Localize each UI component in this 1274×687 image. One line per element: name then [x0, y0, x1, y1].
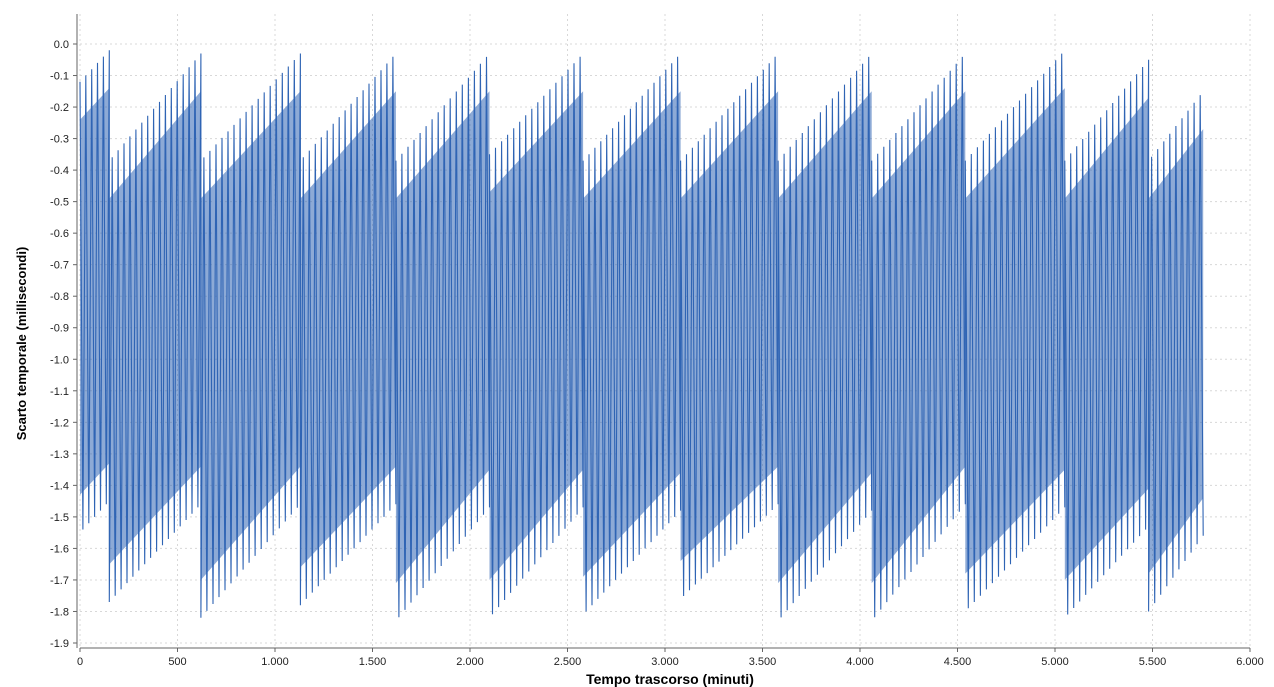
x-tick-label: 4.000 [846, 656, 874, 668]
x-tick-label: 1.500 [359, 656, 387, 668]
y-tick-label: -1.4 [50, 480, 69, 492]
y-tick-label: -1.6 [50, 543, 69, 555]
y-tick-label: -1.3 [50, 449, 69, 461]
y-tick-label: -0.4 [50, 165, 69, 177]
y-tick-label: -1.2 [50, 417, 69, 429]
series-band [1148, 129, 1204, 574]
y-ticks: 0.0 -0.1 -0.2 -0.3 -0.4 -0.5 -0.6 -0.7 -0.8 -0.9 -… [50, 39, 77, 650]
series-line [79, 50, 1204, 618]
x-tick-label: 6.000 [1236, 656, 1264, 668]
y-tick-label: -1.0 [50, 354, 69, 366]
x-ticks: 0 500 1.000 1.500 2.000 2.500 3.000 3.500 4.000 4… [77, 648, 1264, 668]
series-band [80, 88, 110, 495]
x-tick-label: 2.500 [554, 656, 582, 668]
y-tick-label: -0.6 [50, 228, 69, 240]
x-tick-label: 500 [168, 656, 186, 668]
y-tick-label: -0.8 [50, 291, 69, 303]
y-tick-label: -1.5 [50, 512, 69, 524]
y-axis-title: Scarto temporale (millisecondi) [14, 247, 29, 441]
y-tick-label: -1.7 [50, 575, 69, 587]
x-tick-label: 4.500 [944, 656, 972, 668]
y-tick-label: -0.1 [50, 71, 69, 83]
x-tick-label: 5.000 [1041, 656, 1069, 668]
y-tick-label: -1.1 [50, 386, 69, 398]
y-tick-label: -0.7 [50, 260, 69, 272]
x-tick-label: 3.000 [651, 656, 679, 668]
y-tick-label: -1.8 [50, 606, 69, 618]
x-tick-label: 1.000 [261, 656, 289, 668]
x-axis-title: Tempo trascorso (minuti) [586, 671, 754, 687]
y-tick-label: -0.9 [50, 323, 69, 335]
x-tick-label: 3.500 [749, 656, 777, 668]
y-tick-label: -1.9 [50, 638, 69, 650]
y-tick-label: 0.0 [54, 39, 69, 51]
y-tick-label: -0.5 [50, 197, 69, 209]
x-tick-label: 2.000 [456, 656, 484, 668]
series-layer [79, 50, 1204, 618]
x-tick-label: 5.500 [1139, 656, 1167, 668]
y-tick-label: -0.2 [50, 102, 69, 114]
y-tick-label: -0.3 [50, 134, 69, 146]
x-tick-label: 0 [77, 656, 83, 668]
